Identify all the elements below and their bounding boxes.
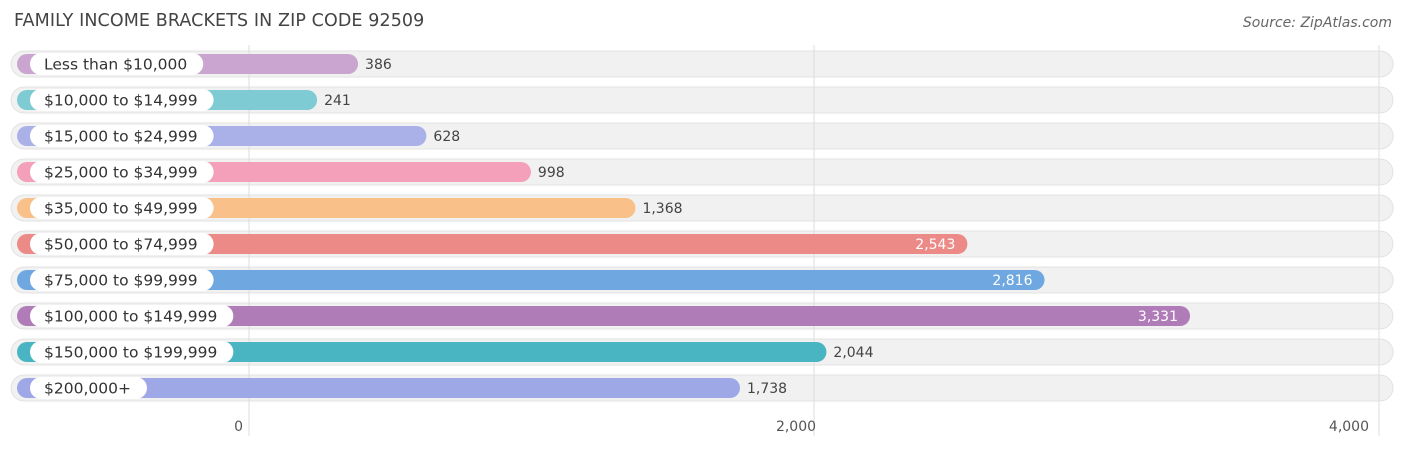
x-tick-label: 0 [234,419,243,435]
value-label: 2,816 [992,273,1032,289]
category-label: $150,000 to $199,999 [44,344,217,362]
category-label: $25,000 to $34,999 [44,164,198,182]
bar [17,234,968,254]
value-label: 1,738 [747,381,787,397]
category-label: $15,000 to $24,999 [44,128,198,146]
category-pill [30,233,214,255]
category-pill [30,53,204,75]
bar [17,270,1045,290]
value-label: 2,543 [915,237,955,253]
value-label: 998 [538,165,565,181]
category-label: $100,000 to $149,999 [44,308,217,326]
category-pill [30,341,234,363]
value-label: 2,044 [833,345,873,361]
category-label: $50,000 to $74,999 [44,236,198,254]
bar [17,306,1191,326]
value-label: 241 [324,93,351,109]
bar-track [10,86,1394,114]
category-pill [30,305,234,327]
category-pill [30,89,214,111]
category-pill [30,161,214,183]
category-label: $200,000+ [44,380,131,398]
category-label: Less than $10,000 [44,56,187,74]
category-label: $75,000 to $99,999 [44,272,198,290]
x-tick-label: 4,000 [1329,419,1369,435]
source-credit: Source: ZipAtlas.com [1242,15,1392,31]
category-label: $35,000 to $49,999 [44,200,198,218]
category-pill [30,197,214,219]
value-label: 3,331 [1138,309,1178,325]
chart-title: FAMILY INCOME BRACKETS IN ZIP CODE 92509 [14,11,425,31]
bar [17,378,740,398]
category-pill [30,269,214,291]
category-label: $10,000 to $14,999 [44,92,198,110]
value-label: 1,368 [642,201,682,217]
x-tick-label: 2,000 [776,419,816,435]
value-label: 628 [433,129,460,145]
bar-track [10,50,1394,78]
value-label: 386 [365,57,392,73]
category-pill [30,377,147,399]
category-pill [30,125,214,147]
